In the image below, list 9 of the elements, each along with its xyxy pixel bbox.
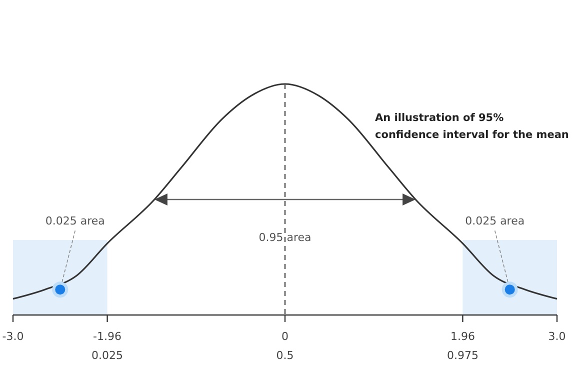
x-tick-label: 1.96 0.975 (446, 330, 478, 362)
annotation: 0.025 area (465, 214, 525, 228)
text: An illustration of 95% confidence interval for the mean (375, 112, 569, 141)
x-tick-label: 0 0.5 (276, 330, 294, 362)
x-tick-label: -1.96 0.025 (92, 330, 124, 362)
x-tick-label: 3.0 (548, 330, 566, 343)
x-tick-label: -3.0 (2, 330, 24, 343)
annotation: 0.95 area (258, 231, 312, 244)
annotation: 0.025 area (45, 214, 105, 228)
